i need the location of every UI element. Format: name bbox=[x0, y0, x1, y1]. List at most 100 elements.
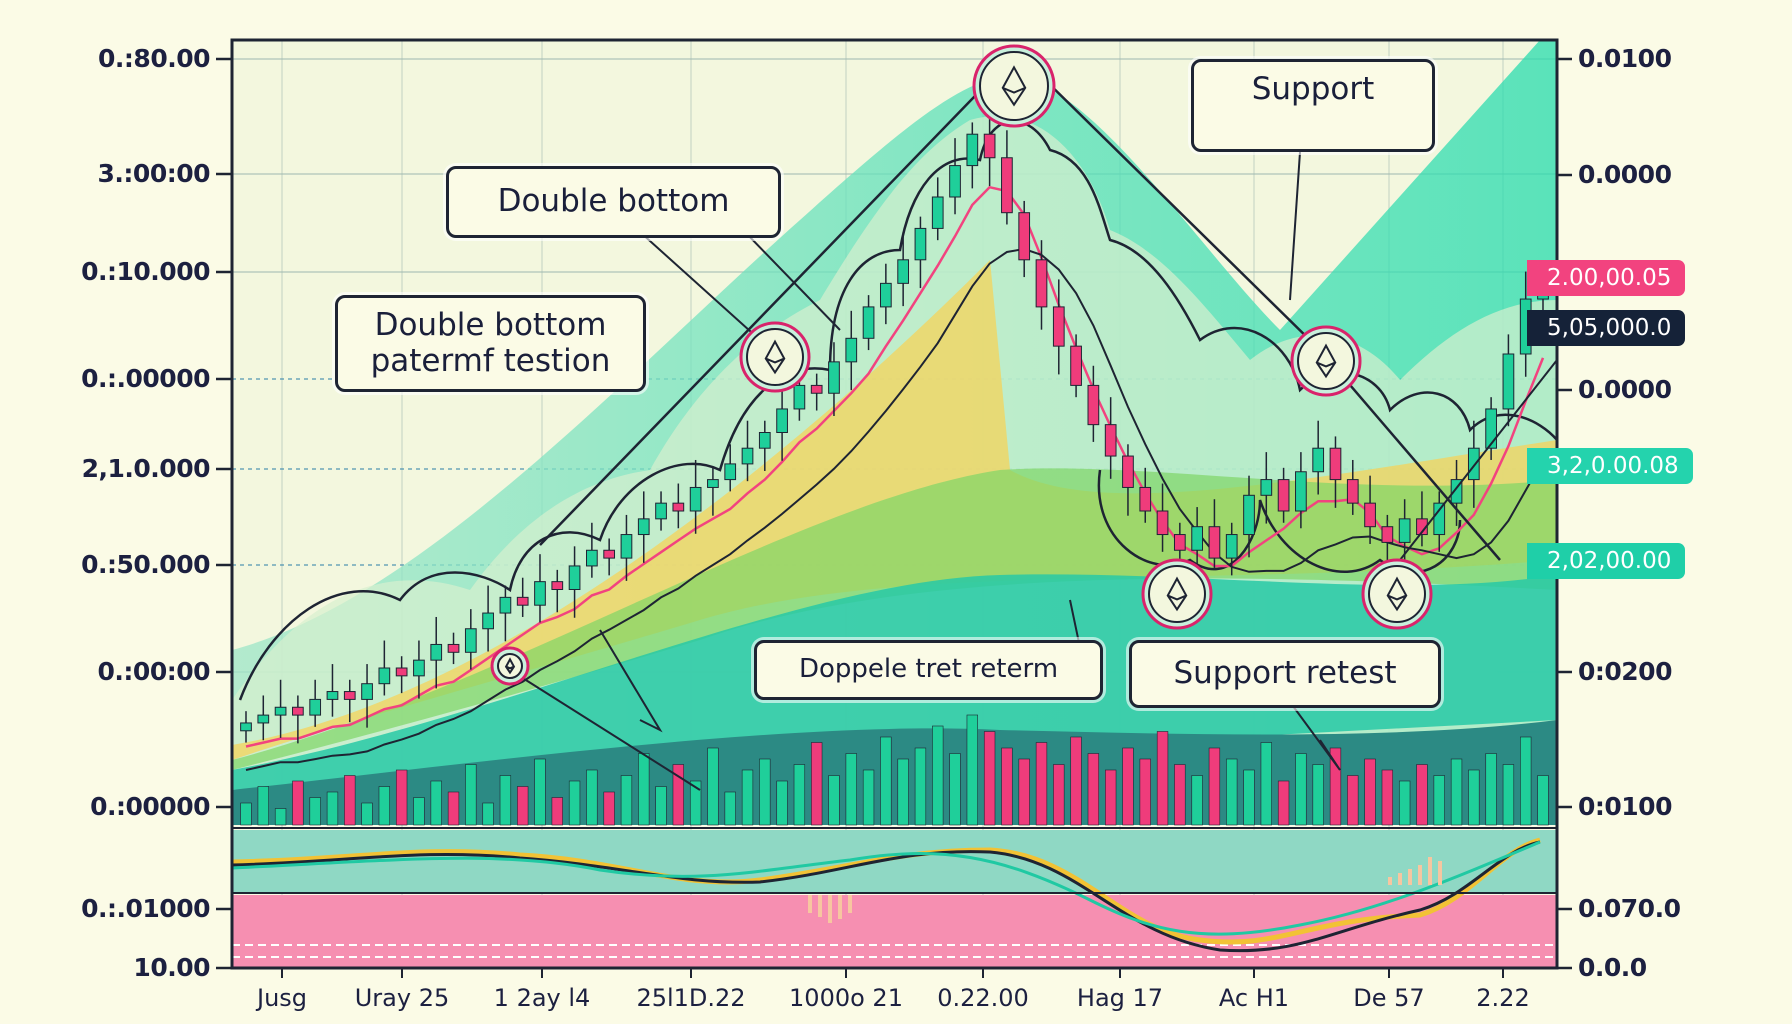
volume-bar bbox=[378, 786, 391, 826]
candle-body bbox=[343, 691, 356, 700]
y-tick-label-right: 0:0100 bbox=[1578, 792, 1672, 821]
x-tick-label: Uray 25 bbox=[354, 984, 450, 1012]
candle-body bbox=[966, 133, 979, 167]
candle-body bbox=[551, 581, 564, 591]
candle-body bbox=[292, 706, 304, 716]
volume-bar bbox=[689, 780, 702, 826]
volume-bar bbox=[1312, 764, 1324, 826]
trend-line-right bbox=[1399, 359, 1558, 561]
volume-bar bbox=[1381, 769, 1394, 826]
volume-bar bbox=[949, 753, 961, 826]
x-tick-label: 1 2ay l4 bbox=[493, 984, 591, 1012]
annotation-support-retest: Support retest bbox=[1129, 640, 1441, 708]
y-tick-label-left: 0.:00000 bbox=[90, 792, 210, 821]
volume-bar bbox=[326, 791, 339, 826]
x-tick-label: Jusg bbox=[256, 984, 308, 1012]
volume-bars bbox=[240, 714, 1549, 826]
x-tick-label: De 57 bbox=[1353, 984, 1425, 1012]
volume-bar bbox=[292, 780, 304, 826]
candle-body bbox=[1018, 212, 1031, 261]
candle-body bbox=[1070, 345, 1082, 386]
volume-bar bbox=[257, 786, 269, 826]
ethereum-glyph bbox=[1386, 576, 1408, 612]
candle-body bbox=[1381, 526, 1394, 543]
ethereum-glyph bbox=[764, 339, 786, 375]
candle-body bbox=[914, 227, 927, 261]
y-tick-label-left: 0.:.01000 bbox=[81, 894, 210, 923]
volume-bar bbox=[811, 742, 823, 826]
volume-bar bbox=[1001, 747, 1013, 826]
volume-bar bbox=[1174, 764, 1186, 826]
annotation-double-bottom: Double bottom bbox=[446, 166, 781, 238]
candle-body bbox=[326, 691, 339, 700]
macd-histogram bbox=[808, 857, 1442, 923]
volume-bar bbox=[1035, 742, 1048, 826]
moving-average-dark bbox=[245, 247, 1544, 771]
candle-body bbox=[1346, 479, 1359, 504]
plot-frame bbox=[230, 38, 1559, 970]
volume-bar bbox=[932, 725, 944, 826]
volume-bar bbox=[672, 764, 684, 826]
volume-bar bbox=[707, 747, 719, 826]
candle-body bbox=[1173, 534, 1186, 551]
volume-bar bbox=[447, 791, 460, 826]
volume-bar bbox=[1468, 769, 1480, 826]
y-tick-label-right: 0.0100 bbox=[1578, 44, 1672, 73]
volume-bar bbox=[1398, 780, 1411, 826]
price-tag: 5,05,000.0 bbox=[1527, 310, 1686, 346]
volume-bar bbox=[1156, 731, 1169, 826]
y-tick-label-right: 0.0000 bbox=[1578, 375, 1672, 404]
candle-body bbox=[1001, 157, 1013, 214]
candle-body bbox=[1122, 455, 1134, 488]
volume-bar bbox=[499, 775, 512, 826]
candle-body bbox=[378, 667, 391, 685]
candle-body bbox=[620, 534, 633, 559]
volume-bar bbox=[1018, 758, 1030, 826]
y-tick-label-left: 2,1.0.000 bbox=[81, 454, 211, 483]
candle-body bbox=[897, 259, 910, 284]
marker-circle bbox=[1148, 565, 1206, 623]
y-tick-label-left: 3.:00:00 bbox=[97, 159, 211, 188]
candle-body bbox=[741, 447, 754, 465]
candle-body bbox=[1243, 494, 1255, 536]
volume-bar bbox=[880, 736, 892, 826]
candle-body bbox=[1329, 447, 1342, 481]
marker-circle bbox=[746, 328, 804, 386]
candle-body bbox=[482, 612, 494, 630]
volume-bar bbox=[845, 753, 857, 826]
marker-circle bbox=[1368, 565, 1426, 623]
y-tick-label-left: 0.:10.000 bbox=[81, 257, 210, 286]
candle-body bbox=[1433, 502, 1446, 536]
candle-body bbox=[1277, 479, 1290, 512]
candle-body bbox=[707, 479, 719, 488]
candle-body bbox=[1260, 479, 1273, 496]
volume-bar bbox=[1277, 780, 1290, 826]
oscillator-line-teal bbox=[231, 840, 1541, 936]
candle-body bbox=[810, 384, 823, 394]
candle-body bbox=[1156, 510, 1169, 536]
volume-bar bbox=[1191, 775, 1203, 826]
volume-bar bbox=[638, 753, 650, 826]
volume-bar bbox=[1243, 769, 1255, 826]
candle-body bbox=[1035, 259, 1048, 308]
moving-averages bbox=[245, 185, 1545, 771]
ethereum-icon bbox=[972, 44, 1056, 128]
volume-bar bbox=[1502, 764, 1515, 826]
volume-bar bbox=[1226, 758, 1238, 826]
volume-bar bbox=[482, 802, 494, 826]
candle-body bbox=[274, 706, 287, 716]
y-tick-label-right: 0:0200 bbox=[1578, 657, 1672, 686]
volume-bar bbox=[1520, 736, 1532, 826]
candle-body bbox=[395, 667, 408, 677]
y-tick-label-left: 0.:80.00 bbox=[98, 44, 210, 73]
volume-bar bbox=[517, 786, 529, 826]
candle-body bbox=[793, 384, 806, 410]
volume-bar bbox=[413, 797, 425, 826]
candle-body bbox=[361, 683, 373, 700]
volume-area bbox=[232, 720, 1557, 825]
candle-body bbox=[1450, 479, 1463, 504]
candle-body bbox=[309, 698, 322, 716]
candle-body bbox=[845, 337, 858, 363]
ethereum-markers bbox=[490, 44, 1433, 686]
